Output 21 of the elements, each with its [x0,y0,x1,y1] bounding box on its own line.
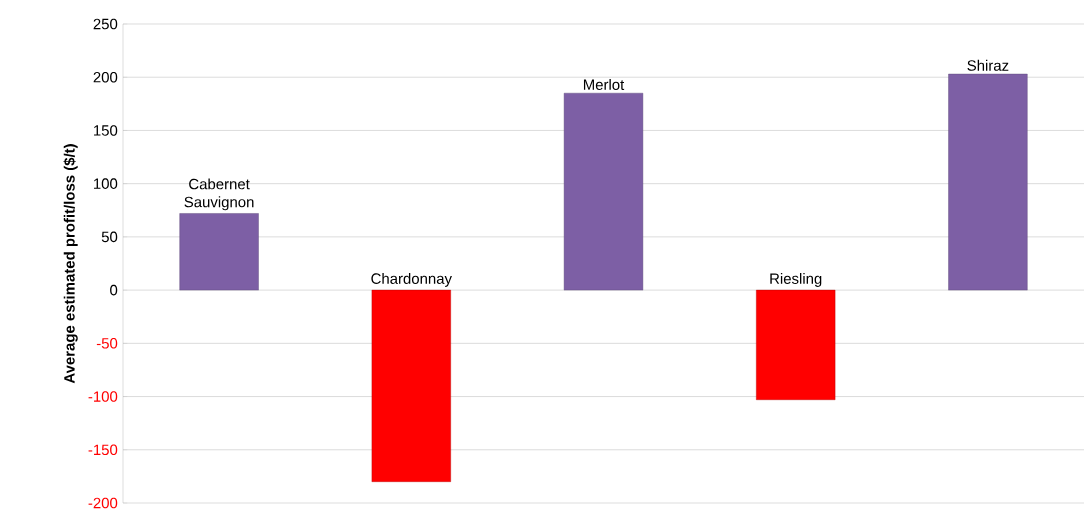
y-axis-title: Average estimated profit/loss ($/t) [63,144,78,384]
y-tick-label: -100 [88,391,118,402]
y-tick-label: 250 [93,18,118,30]
bar [563,92,644,291]
y-tick-label: 200 [93,71,118,83]
bar [179,213,259,291]
y-tick-label: -150 [88,444,118,456]
x-tick-label: Shiraz [967,59,1009,71]
x-tick-label: Riesling [770,272,822,287]
bar [371,289,451,482]
y-tick-label: 50 [101,231,118,243]
bar [948,73,1028,291]
y-tick-label: 0 [110,284,118,296]
y-tick-label: -50 [96,338,118,349]
y-tick-label: -200 [88,497,118,509]
y-tick-label: 100 [94,178,118,189]
y-tick-label: 150 [94,125,118,136]
bar [756,289,836,400]
x-tick-label: Merlot [583,79,625,90]
x-tick-label: Cabernet Sauvignon [184,178,254,211]
x-tick-label: Chardonnay [371,272,452,287]
